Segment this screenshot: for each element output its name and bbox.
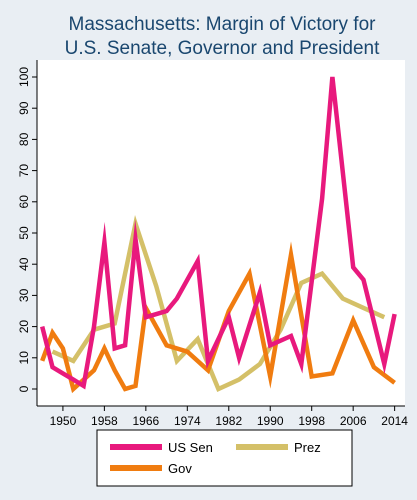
x-tick-label: 1966 [132,414,159,428]
y-tick-label: 60 [17,195,31,209]
y-tick-label: 0 [17,385,31,392]
series-line-us-sen [40,76,397,390]
y-tick-label: 40 [17,257,31,271]
x-tick-label: 2014 [381,414,408,428]
y-tick-label: 80 [17,132,31,146]
y-tick-label: 100 [17,67,31,87]
series-line-prez [51,214,386,393]
y-tick-label: 30 [17,288,31,302]
x-tick-label: 1982 [215,414,242,428]
y-tick-label: 20 [17,320,31,334]
legend-label-us-sen: US Sen [168,440,213,455]
x-tick-label: 1998 [298,414,325,428]
x-tick-label: 1990 [257,414,284,428]
axes-layer: 0 10 20 30 40 50 60 70 80 90 100 1950 1958 1966 1974 19… [17,60,408,428]
y-tick-label: 70 [17,164,31,178]
legend: US Sen Prez Gov [110,440,321,476]
series-layer [40,76,397,394]
x-tick-label: 1974 [174,414,201,428]
y-tick-label: 90 [17,101,31,115]
y-tick-label: 50 [17,226,31,240]
legend-box [96,429,353,487]
chart-title-line-1: Massachusetts: Margin of Victory for [69,14,377,35]
x-tick-label: 1958 [91,414,118,428]
legend-label-prez: Prez [294,440,321,455]
legend-label-gov: Gov [168,461,192,476]
x-tick-label: 1950 [50,414,77,428]
y-tick-label: 10 [17,351,31,365]
x-tick-label: 2006 [340,414,367,428]
chart-title-line-2: U.S. Senate, Governor and President [65,38,380,59]
